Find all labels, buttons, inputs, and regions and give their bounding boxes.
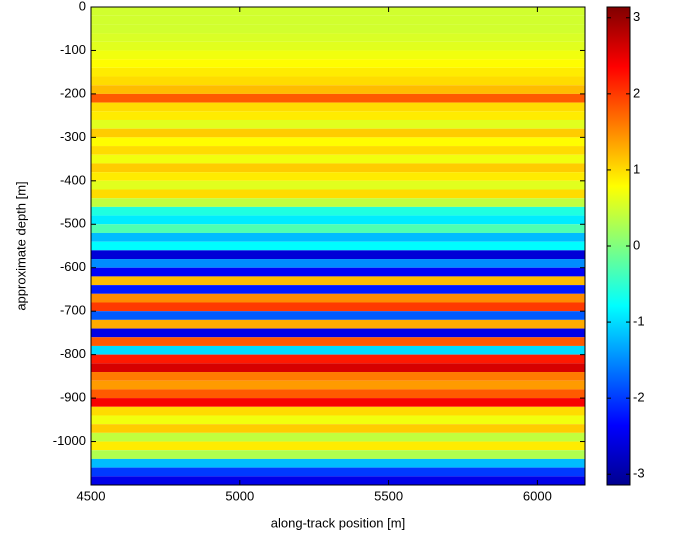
heatmap-row: [91, 215, 585, 225]
heatmap-row: [91, 389, 585, 399]
heatmap-row: [91, 415, 585, 425]
heatmap-row: [91, 328, 585, 338]
x-axis-label: along-track position [m]: [271, 515, 405, 530]
y-tick-label: -500: [60, 216, 86, 231]
x-tick-label: 5500: [374, 488, 403, 503]
y-tick-label: -400: [60, 172, 86, 187]
heatmap-row: [91, 93, 585, 103]
heatmap-row: [91, 198, 585, 207]
heatmap-row: [91, 337, 585, 346]
colorbar-tick-label: 1: [633, 161, 640, 176]
x-tick-label: 5000: [225, 488, 254, 503]
heatmap-row: [91, 189, 585, 199]
heatmap-row: [91, 354, 585, 364]
heatmap-row: [91, 41, 585, 51]
y-tick-label: -300: [60, 129, 86, 144]
heatmap-row: [91, 476, 585, 485]
y-tick-label: -700: [60, 303, 86, 318]
heatmap-row: [91, 285, 585, 294]
heatmap-row: [91, 15, 585, 25]
heatmap-row: [91, 154, 585, 164]
heatmap-row: [91, 59, 585, 68]
heatmap-row: [91, 319, 585, 329]
colorbar-tick-label: 3: [633, 9, 640, 24]
heatmap-row: [91, 250, 585, 260]
heatmap-row: [91, 232, 585, 242]
heatmap-row: [91, 224, 585, 233]
heatmap-row: [91, 372, 585, 381]
heatmap-row: [91, 119, 585, 129]
heatmap-row: [91, 424, 585, 433]
heatmap-row: [91, 128, 585, 138]
heatmap-row: [91, 458, 585, 468]
heatmap-row: [91, 441, 585, 451]
heatmap-row: [91, 467, 585, 477]
colorbar-tick-label: 2: [633, 85, 640, 100]
y-tick-label: -900: [60, 390, 86, 405]
y-tick-label: 0: [79, 0, 86, 13]
y-tick-label: -1000: [53, 433, 86, 448]
plot-frame: [90, 6, 586, 486]
heatmap-row: [91, 206, 585, 216]
heatmap-row: [91, 85, 585, 94]
heatmap-row: [91, 146, 585, 155]
heatmap-row: [91, 7, 585, 16]
y-tick-label: -100: [60, 42, 86, 57]
heatmap-row: [91, 259, 585, 268]
heatmap-row: [91, 363, 585, 373]
heatmap-row: [91, 267, 585, 277]
heatmap-row: [91, 50, 585, 60]
x-tick-label: 6000: [523, 488, 552, 503]
y-tick-label: -200: [60, 85, 86, 100]
heatmap-row: [91, 345, 585, 355]
heatmap-row: [91, 450, 585, 459]
y-tick-label: -800: [60, 346, 86, 361]
heatmap-row: [91, 302, 585, 312]
heatmap-row: [91, 102, 585, 112]
heatmap-row: [91, 24, 585, 34]
colorbar-tick-label: -3: [633, 466, 645, 481]
heatmap-row: [91, 111, 585, 120]
x-tick-label: 4500: [77, 488, 106, 503]
heatmap-row: [91, 172, 585, 181]
heatmap-row: [91, 398, 585, 407]
heatmap-row: [91, 76, 585, 86]
colorbar-tick-label: -2: [633, 390, 645, 405]
heatmap-row: [91, 33, 585, 42]
heatmap-row: [91, 406, 585, 416]
heatmap-row: [91, 311, 585, 320]
colorbar-tick-label: -1: [633, 314, 645, 329]
heatmap-row: [91, 241, 585, 251]
heatmap-row: [91, 432, 585, 442]
colorbar-tick-label: 0: [633, 237, 640, 252]
heatmap-row: [91, 163, 585, 173]
y-tick-label: -600: [60, 259, 86, 274]
heatmap-row: [91, 67, 585, 77]
heatmap-row: [91, 276, 585, 286]
heatmap-row: [91, 180, 585, 190]
heatmap-row: [91, 137, 585, 147]
heatmap-row: [91, 293, 585, 303]
y-axis-label: approximate depth [m]: [13, 181, 28, 310]
heatmap-row: [91, 380, 585, 390]
plot-area: [91, 7, 585, 485]
